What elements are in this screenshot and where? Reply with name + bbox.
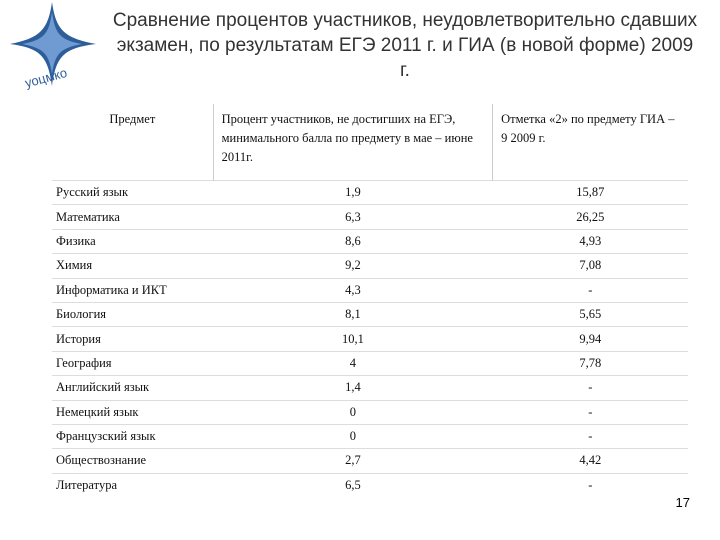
table-cell: 9,94: [492, 326, 688, 352]
table-cell: 4,93: [492, 228, 688, 254]
table-cell: 4,3: [213, 277, 493, 303]
table-cell: Химия: [52, 253, 214, 279]
table-row: Обществознание 2,7 4,42: [52, 448, 688, 474]
header-cell: Процент участников, не достигших на ЕГЭ,…: [212, 104, 493, 181]
table-cell: 6,5: [213, 472, 493, 498]
table-cell: 5,65: [492, 301, 688, 327]
table-cell: 7,78: [492, 350, 688, 376]
table-cell: Русский язык: [52, 179, 214, 205]
header-cell: Предмет: [109, 112, 156, 126]
table-cell: Информатика и ИКТ: [52, 277, 214, 303]
table-cell: 1,9: [213, 179, 493, 205]
table-row: Математика 6,3 26,25: [52, 204, 688, 230]
table-row: Литература 6,5-: [52, 472, 688, 498]
table-cell: Биология: [52, 301, 214, 327]
table-cell: 6,3: [213, 204, 493, 230]
table-cell: 0: [213, 423, 493, 449]
table-row: Физика 8,6 4,93: [52, 228, 688, 254]
table-row: История 10,1 9,94: [52, 326, 688, 352]
slide-title: Сравнение процентов участников, неудовле…: [112, 10, 698, 81]
table-row: Русский язык 1,9 15,87: [52, 179, 688, 205]
table-cell: 1,4: [213, 375, 493, 401]
table-cell: Английский язык: [52, 375, 214, 401]
table-cell: -: [492, 277, 688, 303]
table-row: География 4 7,78: [52, 350, 688, 376]
table-cell: Французский язык: [52, 423, 214, 449]
page-number: 17: [675, 495, 690, 510]
table-cell: Обществознание: [52, 448, 214, 474]
table-cell: Физика: [52, 228, 214, 254]
table-cell: -: [492, 423, 688, 449]
header-row: Предмет Процент участников, не достигших …: [52, 104, 688, 181]
table-cell: 4,42: [492, 448, 688, 474]
table-row: Французский язык 0-: [52, 423, 688, 449]
table-row: Информатика и ИКТ 4,3-: [52, 277, 688, 303]
table-cell: 15,87: [492, 179, 688, 205]
table-row: Немецкий язык 0-: [52, 399, 688, 425]
table-row: Химия 9,2 7,08: [52, 253, 688, 279]
table-cell: 26,25: [492, 204, 688, 230]
table-cell: -: [492, 375, 688, 401]
table-cell: История: [52, 326, 214, 352]
logo: уоцмко: [10, 2, 96, 90]
results-table: Предмет Процент участников, не достигших …: [52, 104, 688, 498]
table-cell: 9,2: [213, 253, 493, 279]
table-cell: 7,08: [492, 253, 688, 279]
table-row: Биология 8,1 5,65: [52, 301, 688, 327]
table-cell: 8,1: [213, 301, 493, 327]
logo-text: уоцмко: [23, 65, 68, 90]
table-cell: 2,7: [213, 448, 493, 474]
table-cell: -: [492, 472, 688, 498]
table-cell: 4: [213, 350, 493, 376]
table-cell: География: [52, 350, 214, 376]
table-cell: 10,1: [213, 326, 493, 352]
table-cell: Немецкий язык: [52, 399, 214, 425]
table-cell: 0: [213, 399, 493, 425]
header-cell: Отметка «2» по предмету ГИА – 9 2009 г.: [492, 104, 688, 181]
table-cell: Математика: [52, 204, 214, 230]
table-cell: Литература: [52, 472, 214, 498]
table-cell: 8,6: [213, 228, 493, 254]
table-row: Английский язык 1,4-: [52, 375, 688, 401]
logo-star-inner: [22, 12, 82, 74]
table-cell: -: [492, 399, 688, 425]
